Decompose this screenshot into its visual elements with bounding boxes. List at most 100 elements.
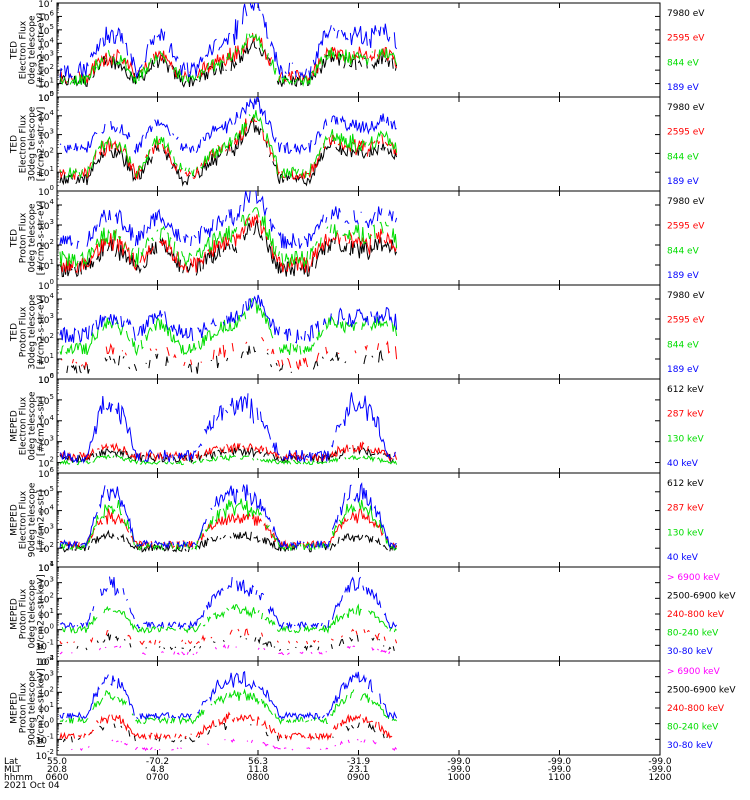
series-trace xyxy=(59,529,398,553)
legend-entry: 844 eV xyxy=(667,152,700,162)
x-row-name: MLT xyxy=(4,765,22,775)
y-axis-label: MEPEDProton Flux0deg telescope[#/cm2-s-s… xyxy=(10,574,47,653)
series-trace xyxy=(59,670,398,721)
series-trace xyxy=(59,628,398,646)
legend-entry: 130 keV xyxy=(667,528,704,538)
legend-entry: 40 keV xyxy=(667,553,699,563)
x-row-value: 0700 xyxy=(146,773,169,783)
legend-entry: 844 eV xyxy=(667,246,700,256)
series-trace xyxy=(77,634,397,651)
x-row-value: -99.0 xyxy=(548,757,572,767)
y-axis-label: MEPEDProton Flux90deg telescope[#/cm2-s-… xyxy=(10,668,47,747)
panel-frame xyxy=(56,2,661,98)
x-row-value: 56.3 xyxy=(248,757,268,767)
series-trace xyxy=(60,713,395,739)
series-trace xyxy=(59,576,398,630)
x-row-value: 0600 xyxy=(46,773,69,783)
legend-entry: 612 keV xyxy=(667,385,704,395)
series-trace xyxy=(60,645,392,655)
legend-entry: 844 eV xyxy=(667,340,700,350)
series-trace xyxy=(60,336,398,371)
series-trace xyxy=(63,723,396,743)
legend-entry: 189 eV xyxy=(667,83,700,93)
series-trace xyxy=(71,738,397,752)
x-row-value: -99.0 xyxy=(548,765,572,775)
x-row-value: -70.2 xyxy=(146,757,169,767)
series-trace xyxy=(59,3,398,79)
x-row-value: 55.0 xyxy=(47,757,67,767)
legend-entry: 612 keV xyxy=(667,479,704,489)
date-label: 2021 Oct 04 xyxy=(4,781,60,791)
legend-entry: 40 keV xyxy=(667,459,699,469)
legend-entry: 2595 eV xyxy=(667,128,705,138)
series-trace xyxy=(59,392,396,464)
x-row-value: 0900 xyxy=(347,773,370,783)
series-trace xyxy=(59,214,398,274)
legend-entry: 189 eV xyxy=(667,365,700,375)
x-row-value: -99.0 xyxy=(447,757,471,767)
legend-entry: > 6900 keV xyxy=(667,667,721,677)
legend-entry: 844 eV xyxy=(667,58,700,68)
series-trace xyxy=(59,482,397,551)
series-trace xyxy=(59,37,398,88)
x-row-value: 11.8 xyxy=(248,765,268,775)
series-trace xyxy=(59,688,397,726)
series-trace xyxy=(59,207,398,269)
series-trace xyxy=(59,110,398,180)
x-row-value: 4.8 xyxy=(150,765,165,775)
x-row-value: 23.1 xyxy=(348,765,368,775)
legend-entry: 2595 eV xyxy=(667,34,705,44)
legend-entry: 2500-6900 keV xyxy=(667,686,736,696)
y-tick-label: 106 xyxy=(38,372,54,386)
legend-entry: 2595 eV xyxy=(667,316,705,326)
x-row-value: 0800 xyxy=(247,773,270,783)
y-tick-label: 105 xyxy=(38,90,54,104)
legend-entry: 130 keV xyxy=(667,434,704,444)
y-tick-label: 107 xyxy=(38,0,54,10)
legend-entry: 189 eV xyxy=(667,177,700,187)
x-row-value: -31.9 xyxy=(347,757,371,767)
series-trace xyxy=(59,33,398,87)
legend-entry: 30-80 keV xyxy=(667,647,713,657)
legend-entry: 7980 eV xyxy=(667,9,705,19)
x-row-name: Lat xyxy=(4,757,19,767)
panel-frame xyxy=(56,566,661,662)
legend-entry: 80-240 keV xyxy=(667,629,719,639)
series-trace xyxy=(59,294,398,344)
series-trace xyxy=(59,191,398,249)
legend-entry: 7980 eV xyxy=(667,103,705,113)
x-row-value: 1100 xyxy=(548,773,571,783)
x-row-name: hhmm xyxy=(4,773,33,783)
series-trace xyxy=(59,297,398,357)
y-tick-label: 100 xyxy=(38,184,54,198)
legend-entry: > 6900 keV xyxy=(667,573,721,583)
y-axis-label: TEDElectron Flux0deg telescope[#/cm2-s-s… xyxy=(10,13,47,88)
x-row-value: -99.0 xyxy=(648,765,672,775)
legend-entry: 287 keV xyxy=(667,504,704,514)
y-axis-label: TEDProton Flux30deg telescope[#/cm2-s-st… xyxy=(10,294,47,369)
series-trace xyxy=(67,346,397,374)
legend-entry: 240-800 keV xyxy=(667,704,725,714)
series-trace xyxy=(59,453,398,466)
x-row-value: 1200 xyxy=(649,773,672,783)
y-axis-label: MEPEDElectron Flux0deg telescope[#/cm2-s… xyxy=(10,391,47,461)
y-axis-label: TEDProton Flux0deg telescope[#/cm2-s-str… xyxy=(10,201,47,276)
y-axis-label: TEDElectron Flux30deg telescope[#/cm2-s-… xyxy=(10,106,47,181)
legend-entry: 189 eV xyxy=(667,271,700,281)
legend-entry: 240-800 keV xyxy=(667,610,725,620)
legend-entry: 7980 eV xyxy=(667,197,705,207)
series-trace xyxy=(59,498,397,552)
legend-entry: 7980 eV xyxy=(667,291,705,301)
series-trace xyxy=(61,603,397,634)
series-trace xyxy=(59,441,398,462)
y-tick-label: 100 xyxy=(38,278,54,292)
legend-entry: 80-240 keV xyxy=(667,723,719,733)
panel-frame xyxy=(56,378,661,474)
